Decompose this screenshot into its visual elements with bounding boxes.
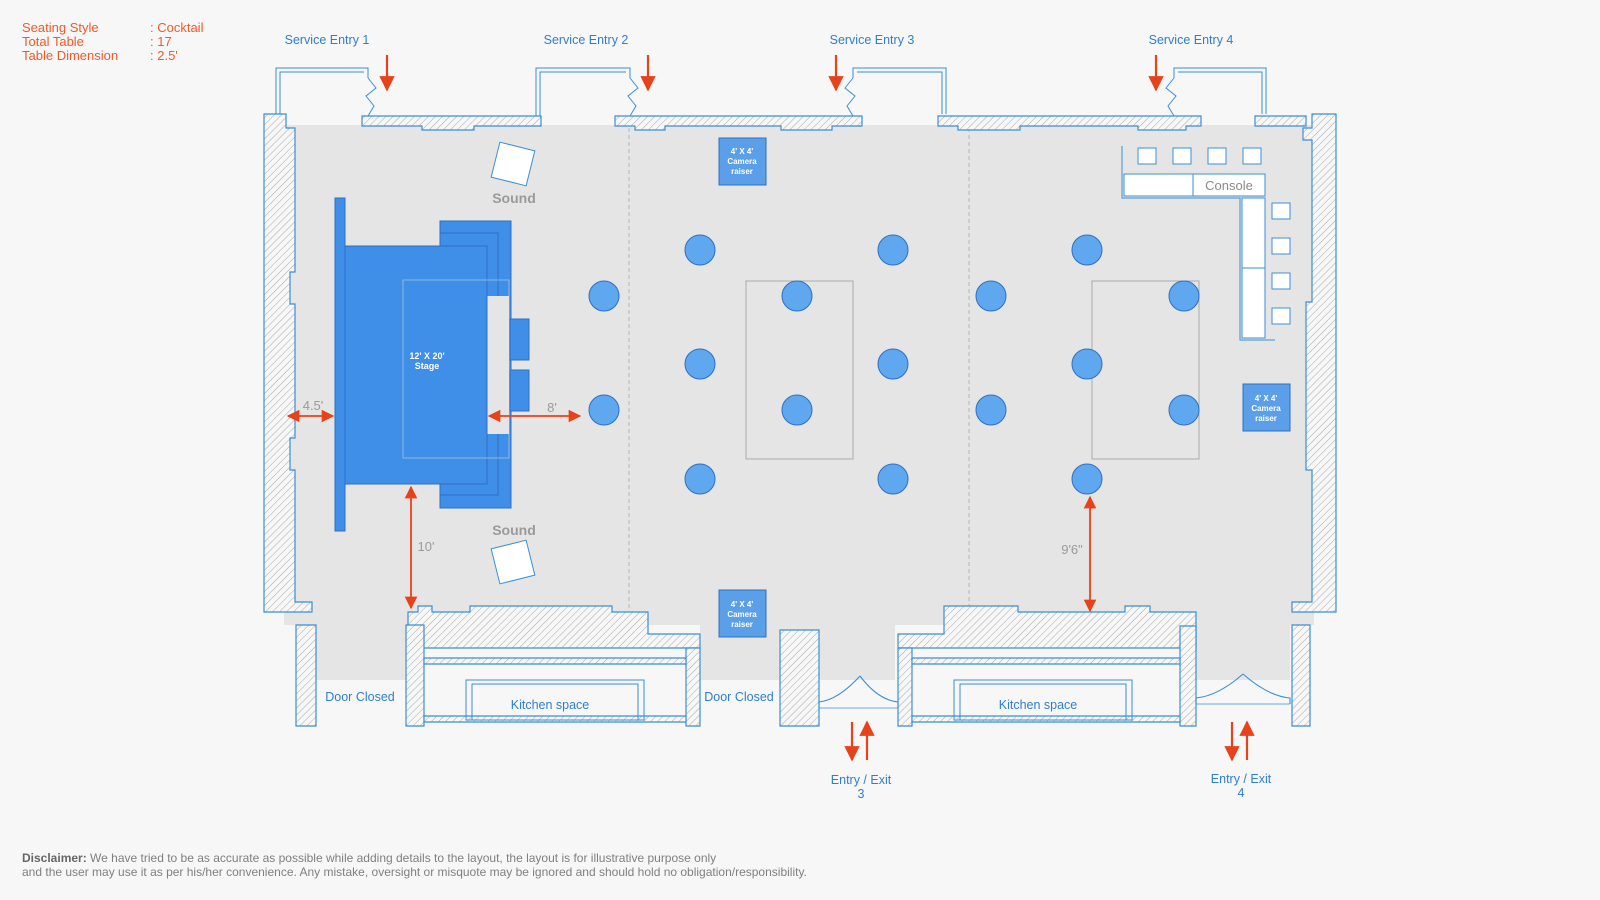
- camera-raiser-top-line1: 4' X 4': [731, 147, 754, 156]
- table-dimension-value: : 2.5': [150, 48, 178, 63]
- cocktail-table-2: [588, 394, 620, 426]
- flow-arrows: [379, 55, 1255, 762]
- dimension-table-wall-gap: 9'6": [1061, 542, 1083, 557]
- console: [1121, 146, 1291, 341]
- sound-label-top: Sound: [492, 190, 536, 206]
- kitchen-label-right: Kitchen space: [999, 698, 1078, 712]
- total-table-value: : 17: [150, 34, 172, 49]
- cocktail-table-3: [684, 234, 716, 266]
- cocktail-table-16: [1168, 280, 1200, 312]
- cocktail-tables: [588, 234, 1200, 495]
- cocktail-table-9: [877, 348, 909, 380]
- camera-raiser-bottom-line2: Camera: [727, 610, 757, 619]
- dimension-stage-wall-gap: 10': [418, 539, 435, 554]
- camera-raiser-right-line2: Camera: [1251, 404, 1281, 413]
- disclaimer-text-2: and the user may use it as per his/her c…: [22, 865, 807, 879]
- entry-doors: [818, 673, 1291, 709]
- cocktail-table-11: [975, 280, 1007, 312]
- lobby-floor-right: [1195, 620, 1290, 680]
- cocktail-table-12: [975, 394, 1007, 426]
- cocktail-table-14: [1071, 348, 1103, 380]
- lobby-floor-left: [316, 620, 406, 680]
- camera-raiser-bottom-line1: 4' X 4': [731, 600, 754, 609]
- disclaimer-line-1: Disclaimer: We have tried to be as accur…: [22, 851, 807, 865]
- cocktail-table-8: [877, 234, 909, 266]
- service-entry-1-label: Service Entry 1: [285, 33, 370, 47]
- service-entry-3-label: Service Entry 3: [830, 33, 915, 47]
- camera-raisers: [718, 137, 1291, 638]
- event-info: Seating Style : Cocktail Total Table : 1…: [22, 21, 203, 63]
- total-table-label: Total Table: [22, 34, 84, 49]
- disclaimer-label: Disclaimer:: [22, 851, 87, 865]
- camera-raiser-bottom-line3: raiser: [731, 620, 753, 629]
- dimension-arrows: [286, 409, 1097, 613]
- console-label: Console: [1205, 178, 1253, 193]
- sound-label-bottom: Sound: [492, 522, 536, 538]
- camera-raiser-top-line3: raiser: [731, 167, 753, 176]
- cocktail-table-15: [1071, 463, 1103, 495]
- walls: [263, 113, 1337, 727]
- cocktail-table-6: [781, 280, 813, 312]
- seating-style-row: Seating Style : Cocktail: [22, 21, 203, 35]
- camera-raiser-right-line1: 4' X 4': [1255, 394, 1278, 403]
- seating-style-label: Seating Style: [22, 20, 99, 35]
- dimension-front-gap: 8': [547, 400, 557, 415]
- entry-exit-4-label: Entry / Exit: [1211, 772, 1272, 786]
- cocktail-table-10: [877, 463, 909, 495]
- total-table-row: Total Table : 17: [22, 35, 203, 49]
- stage: [334, 197, 530, 532]
- stage-size-label: 12' X 20': [409, 351, 444, 361]
- disclaimer: Disclaimer: We have tried to be as accur…: [22, 851, 807, 879]
- disclaimer-text-1: We have tried to be as accurate as possi…: [90, 851, 717, 865]
- stage-label: Stage: [415, 361, 440, 371]
- seating-style-value: : Cocktail: [150, 20, 204, 35]
- cocktail-table-1: [588, 280, 620, 312]
- sound-speaker-top: [490, 141, 536, 187]
- cocktail-table-17: [1168, 394, 1200, 426]
- entry-exit-3-number: 3: [858, 787, 865, 801]
- cocktail-table-7: [781, 394, 813, 426]
- door-closed-label-mid: Door Closed: [704, 690, 774, 704]
- camera-raiser-right-line3: raiser: [1255, 414, 1277, 423]
- door-closed-label-left: Door Closed: [325, 690, 395, 704]
- cocktail-table-4: [684, 348, 716, 380]
- entry-exit-4-number: 4: [1238, 786, 1245, 800]
- service-entry-2-label: Service Entry 2: [544, 33, 629, 47]
- table-dimension-label: Table Dimension: [22, 48, 119, 63]
- kitchen-label-left: Kitchen space: [511, 698, 590, 712]
- cocktail-table-5: [684, 463, 716, 495]
- sound-speaker-bottom: [490, 539, 536, 585]
- service-corridors: [275, 67, 1267, 721]
- camera-raiser-top-line2: Camera: [727, 157, 757, 166]
- service-entry-4-label: Service Entry 4: [1149, 33, 1234, 47]
- cocktail-table-13: [1071, 234, 1103, 266]
- entry-exit-3-label: Entry / Exit: [831, 773, 892, 787]
- table-dimension-row: Table Dimension : 2.5': [22, 49, 203, 63]
- dimension-left-gap: 4.5': [303, 398, 324, 413]
